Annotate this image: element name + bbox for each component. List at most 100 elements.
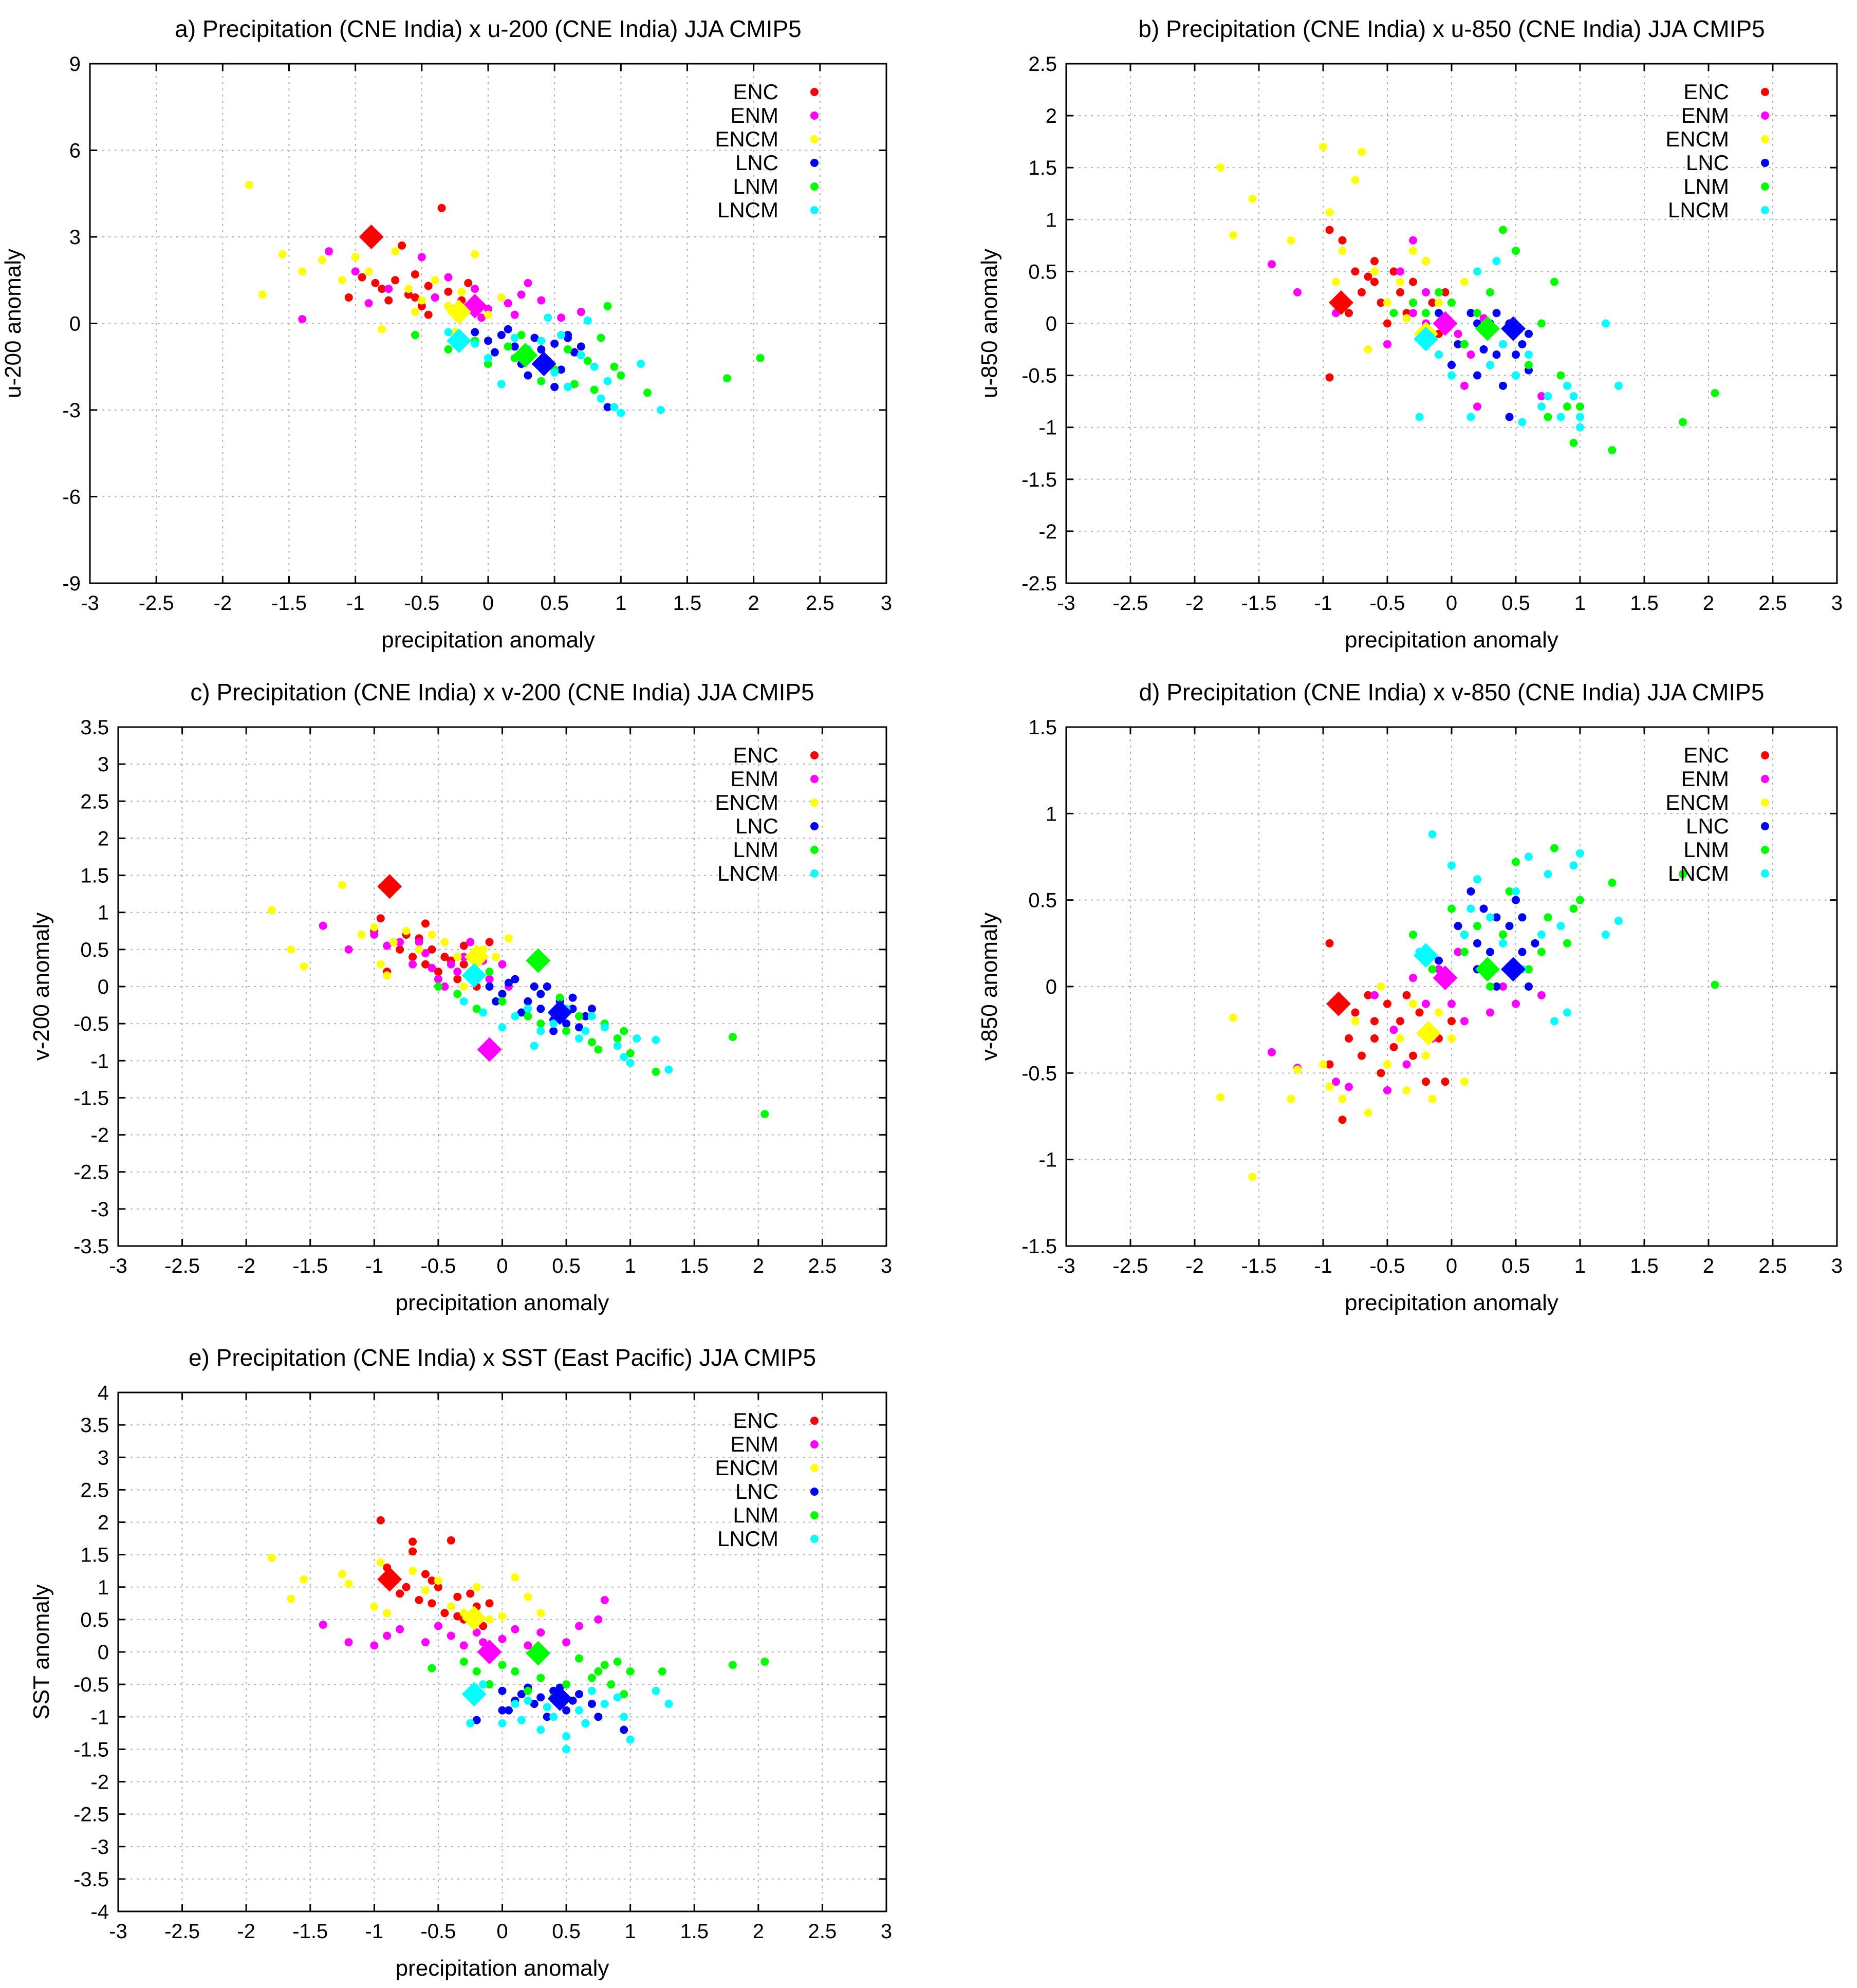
- point-lnc: [530, 1700, 538, 1708]
- legend-label: LNC: [735, 151, 778, 175]
- point-encm: [1435, 299, 1443, 307]
- point-enm: [364, 299, 373, 308]
- legend-label: LNM: [1683, 838, 1729, 862]
- x-tick-label: -2.5: [1113, 1255, 1148, 1277]
- point-enc: [1447, 1017, 1456, 1026]
- point-encm: [1364, 1108, 1372, 1117]
- y-tick-label: 0.5: [1028, 261, 1057, 283]
- x-tick-label: 2: [1703, 592, 1714, 615]
- point-encm: [338, 881, 347, 889]
- point-lnc: [1435, 956, 1443, 965]
- point-lnm: [597, 333, 605, 342]
- point-lnm: [434, 982, 442, 991]
- legend-label: ENM: [1681, 103, 1729, 127]
- point-encm: [402, 926, 411, 935]
- point-enm: [383, 1631, 392, 1640]
- x-tick-label: -2: [237, 1255, 255, 1277]
- x-tick-label: -1: [365, 1255, 384, 1277]
- point-lncm: [524, 1005, 532, 1013]
- point-lnm: [613, 1034, 622, 1043]
- point-encm: [344, 1580, 353, 1588]
- point-encm: [1383, 1060, 1391, 1069]
- point-enc: [1402, 991, 1411, 999]
- point-enc: [1409, 1051, 1417, 1060]
- point-encm: [417, 296, 426, 305]
- point-enc: [1415, 1008, 1424, 1017]
- y-tick-label: -2: [1038, 521, 1057, 543]
- legend-swatch-lncm: [810, 1535, 819, 1543]
- legend-label: LNCM: [717, 861, 778, 885]
- x-tick-label: 0: [482, 592, 494, 615]
- mean-marker-lncm: [461, 963, 487, 988]
- point-enm: [319, 1620, 327, 1629]
- point-enm: [1454, 329, 1462, 338]
- point-enc: [453, 1612, 462, 1621]
- point-lncm: [536, 1027, 545, 1035]
- legend-label: LNCM: [1668, 861, 1729, 885]
- point-lnc: [524, 371, 532, 380]
- point-encm: [383, 1609, 392, 1618]
- point-enm: [383, 941, 392, 950]
- point-lnm: [411, 330, 419, 339]
- point-lnc: [1499, 381, 1507, 390]
- point-lncm: [544, 313, 552, 322]
- legend-label: LNM: [733, 1503, 778, 1527]
- legend-label: LNC: [735, 814, 778, 838]
- point-lnm: [524, 1012, 532, 1020]
- point-enc: [376, 1516, 385, 1525]
- point-lnm: [1460, 340, 1469, 348]
- point-lnc: [543, 982, 551, 991]
- x-axis-label: precipitation anomaly: [381, 627, 595, 653]
- legend-label: ENCM: [715, 127, 778, 151]
- y-tick-label: 1.5: [80, 1544, 109, 1567]
- point-encm: [1364, 345, 1372, 354]
- point-enc: [1364, 272, 1372, 281]
- point-enc: [434, 1583, 442, 1591]
- point-lnc: [1479, 345, 1488, 354]
- point-lnc: [1473, 939, 1481, 947]
- point-lnm: [723, 374, 731, 383]
- y-axis-label: u-850 anomaly: [977, 249, 1002, 398]
- legend-swatch-enm: [1761, 112, 1769, 120]
- point-enc: [421, 1570, 430, 1578]
- point-lnm: [453, 990, 462, 998]
- x-axis-label: precipitation anomaly: [1345, 627, 1558, 653]
- chart-title: e) Precipitation (CNE India) x SST (East…: [189, 1344, 816, 1371]
- y-tick-label: -0.5: [73, 1013, 109, 1035]
- point-enm: [1370, 991, 1379, 999]
- point-lnm: [626, 1667, 635, 1676]
- point-encm: [300, 962, 308, 971]
- legend-label: ENM: [731, 767, 778, 791]
- point-lnm: [603, 302, 612, 310]
- point-lnm: [444, 345, 453, 354]
- legend-swatch-lncm: [1761, 869, 1769, 878]
- point-enm: [498, 1634, 507, 1643]
- point-lnm: [594, 1667, 603, 1676]
- point-lncm: [1499, 340, 1507, 348]
- x-tick-label: -1: [1314, 1255, 1332, 1277]
- point-enm: [1447, 999, 1456, 1008]
- point-lnm: [472, 1005, 481, 1013]
- legend-swatch-lnc: [1761, 159, 1769, 167]
- point-encm: [391, 247, 400, 256]
- point-lnc: [1492, 350, 1501, 359]
- y-axis-label: u-200 anomaly: [1, 249, 26, 398]
- point-lnm: [562, 1027, 571, 1035]
- point-enm: [415, 938, 423, 946]
- chart-title: a) Precipitation (CNE India) x u-200 (CN…: [175, 15, 801, 42]
- point-lncm: [511, 1012, 519, 1020]
- point-lncm: [1447, 861, 1456, 870]
- point-lnm: [1550, 277, 1558, 286]
- point-lnc: [1492, 913, 1501, 922]
- point-enm: [594, 1615, 603, 1624]
- legend-swatch-lnm: [810, 182, 819, 191]
- point-enm: [557, 313, 566, 322]
- y-tick-label: -3.5: [73, 1868, 109, 1891]
- point-lnm: [1389, 309, 1398, 318]
- legend-label: LNC: [1686, 151, 1729, 175]
- point-lncm: [1415, 413, 1424, 421]
- point-lncm: [1460, 931, 1469, 939]
- y-tick-label: -2: [90, 1771, 109, 1794]
- point-enm: [434, 1622, 442, 1630]
